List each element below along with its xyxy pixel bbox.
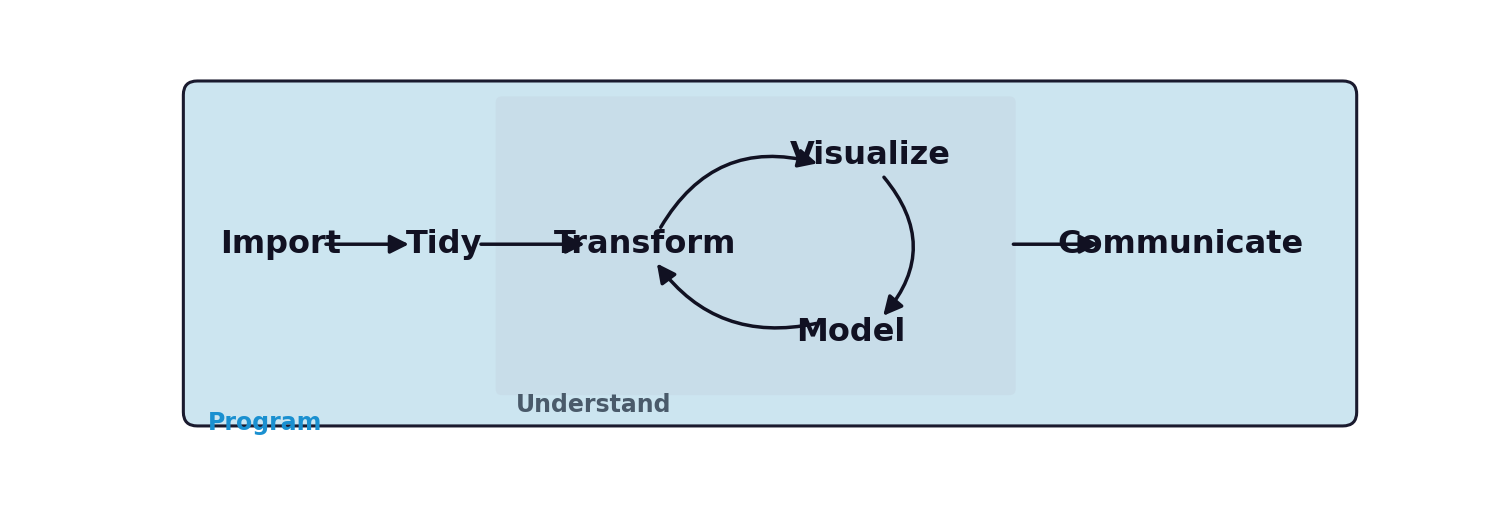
Text: Import: Import bbox=[221, 229, 341, 260]
FancyBboxPatch shape bbox=[496, 97, 1015, 395]
Text: Program: Program bbox=[208, 411, 322, 435]
Text: Understand: Understand bbox=[516, 393, 671, 417]
Text: Tidy: Tidy bbox=[406, 229, 481, 260]
FancyArrowPatch shape bbox=[326, 236, 405, 252]
Text: Communicate: Communicate bbox=[1057, 229, 1302, 260]
FancyBboxPatch shape bbox=[183, 81, 1357, 426]
Text: Visualize: Visualize bbox=[790, 140, 951, 171]
Text: Transform: Transform bbox=[553, 229, 737, 260]
FancyArrowPatch shape bbox=[481, 236, 581, 252]
FancyArrowPatch shape bbox=[1014, 236, 1095, 252]
FancyArrowPatch shape bbox=[884, 177, 913, 313]
FancyArrowPatch shape bbox=[659, 267, 815, 328]
Text: Model: Model bbox=[796, 318, 905, 348]
FancyArrowPatch shape bbox=[660, 151, 814, 227]
